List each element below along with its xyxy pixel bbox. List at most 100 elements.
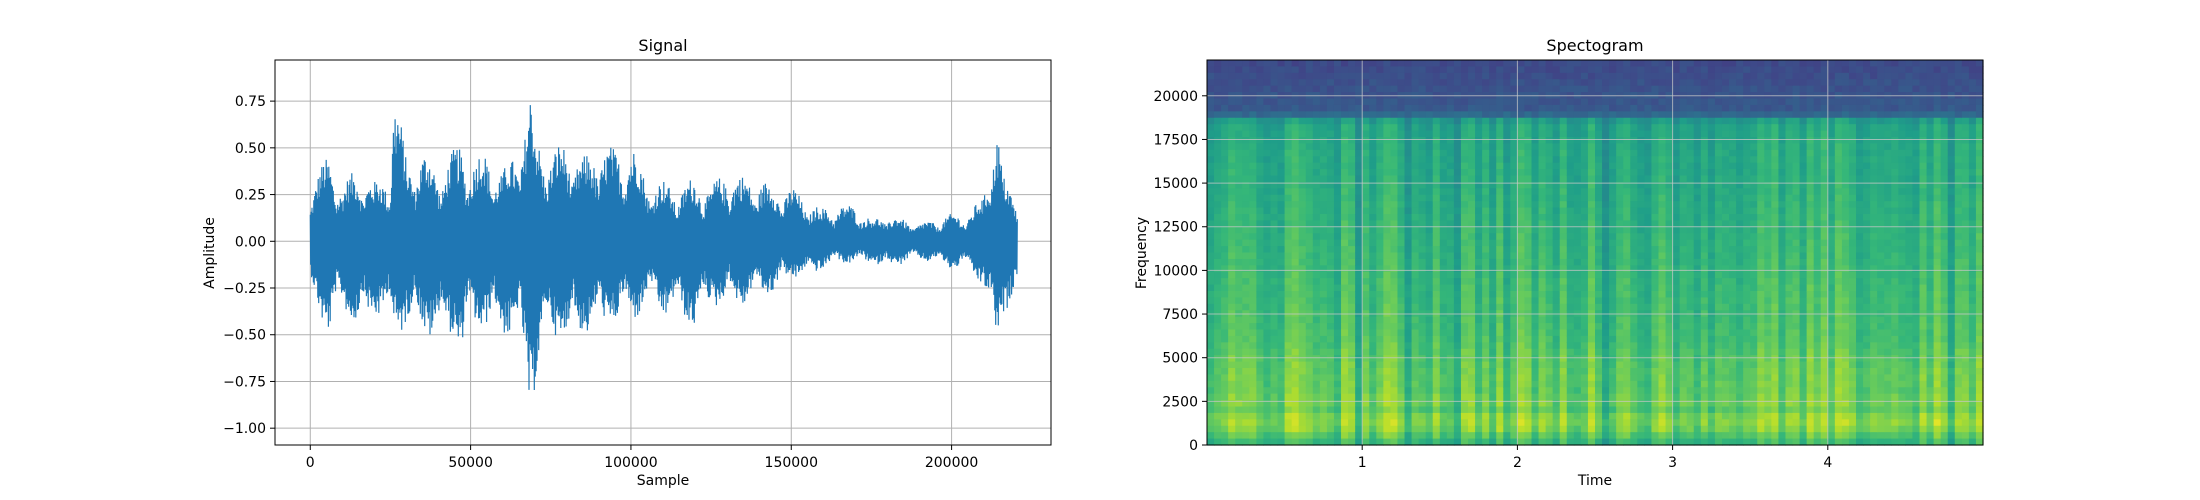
spectrogram-cell <box>1284 143 1293 151</box>
spectrogram-cell <box>1757 162 1765 170</box>
spectrogram-cell <box>1595 149 1603 157</box>
spectrogram-cell <box>1383 156 1392 164</box>
spectrogram-cell <box>1489 188 1497 196</box>
spectrogram-cell <box>1418 284 1427 292</box>
spectrogram-cell <box>1270 278 1279 286</box>
spectrogram-cell <box>1700 201 1709 209</box>
spectrogram-cell <box>1531 406 1540 414</box>
spectrogram-cell <box>1700 412 1709 420</box>
spectrogram-cell <box>1679 284 1688 292</box>
spectrogram-cell <box>1228 284 1236 292</box>
spectrogram-cell <box>1341 406 1349 414</box>
spectrogram-cell <box>1284 162 1293 170</box>
spectrogram-cell <box>1616 72 1624 80</box>
spectrogram-cell <box>1609 355 1617 363</box>
spectrogram-cell <box>1743 303 1751 311</box>
spectrogram-cell <box>1736 60 1744 68</box>
spectrogram-cell <box>1425 104 1434 112</box>
spectrogram-cell <box>1736 72 1744 80</box>
spectrogram-cell <box>1362 111 1370 119</box>
spectrogram-cell <box>1376 188 1384 196</box>
spectrogram-cell <box>1757 271 1765 279</box>
spectrogram-cell <box>1446 303 1455 311</box>
spectrogram-cell <box>1207 316 1215 324</box>
spectrogram-cell <box>1256 233 1265 241</box>
spectrogram-cell <box>1249 188 1257 196</box>
spectrogram-cell <box>1425 419 1434 427</box>
spectrogram-cell <box>1637 393 1645 401</box>
spectrogram-cell <box>1270 412 1279 420</box>
spectrogram-cell <box>1750 271 1758 279</box>
spectrogram-cell <box>1630 117 1638 125</box>
spectrogram-cell <box>1609 316 1617 324</box>
spectrogram-cell <box>1503 271 1511 279</box>
spectrogram-cell <box>1468 361 1476 369</box>
spectrogram-cell <box>1566 124 1575 132</box>
spectrogram-cell <box>1242 438 1250 446</box>
spectrogram-cell <box>1333 303 1342 311</box>
spectrogram-cell <box>1221 361 1229 369</box>
spectrogram-cell <box>1573 137 1582 145</box>
spectrogram-cell <box>1383 355 1392 363</box>
spectrogram-cell <box>1559 72 1568 80</box>
spectrogram-cell <box>1298 60 1307 68</box>
spectrogram-cell <box>1559 239 1568 247</box>
spectrogram-cell <box>1750 361 1758 369</box>
spectrogram-cell <box>1397 111 1406 119</box>
spectrogram-cell <box>1362 355 1370 363</box>
spectrogram-cell <box>1482 335 1490 343</box>
spectrogram-cell <box>1376 368 1384 376</box>
spectrogram-cell <box>1432 143 1441 151</box>
spectrogram-cell <box>1538 342 1547 350</box>
spectrogram-cell <box>1425 194 1434 202</box>
spectrogram-cell <box>1595 412 1603 420</box>
spectrogram-cell <box>1312 246 1321 254</box>
spectrogram-cell <box>1623 162 1631 170</box>
spectrogram-cell <box>1432 316 1441 324</box>
spectrogram-cell <box>1475 162 1483 170</box>
spectrogram-cell <box>1714 297 1723 305</box>
spectrogram-cell <box>1686 265 1695 273</box>
spectrogram-cell <box>1390 181 1399 189</box>
spectrogram-cell <box>1277 194 1286 202</box>
spectrogram-cell <box>1503 278 1511 286</box>
spectrogram-cell <box>1750 175 1758 183</box>
spectrogram-cell <box>1686 98 1695 106</box>
spectrogram-cell <box>1672 284 1681 292</box>
spectrogram-cell <box>1418 220 1427 228</box>
spectrogram-cell <box>1693 400 1702 408</box>
spectrogram-cell <box>1665 137 1674 145</box>
spectrogram-cell <box>1305 194 1314 202</box>
spectrogram-cell <box>1580 342 1589 350</box>
spectrogram-cell <box>1700 265 1709 273</box>
spectrogram-cell <box>1630 374 1638 382</box>
spectrogram-cell <box>1228 137 1236 145</box>
spectrogram-cell <box>1623 335 1631 343</box>
spectrogram-cell <box>1771 194 1780 202</box>
spectrogram-cell <box>1369 316 1377 324</box>
spectrogram-cell <box>1750 66 1758 74</box>
spectrogram-cell <box>1757 303 1765 311</box>
spectrogram-cell <box>1552 412 1561 420</box>
spectrogram-cell <box>1503 137 1511 145</box>
spectrogram-cell <box>1305 335 1314 343</box>
spectrogram-cell <box>1580 72 1589 80</box>
spectrogram-cell <box>1693 117 1702 125</box>
spectrogram-cell <box>1566 406 1575 414</box>
spectrogram-cell <box>1721 323 1730 331</box>
spectrogram-cell <box>1750 117 1758 125</box>
spectrogram-xlabel: Time <box>1577 473 1612 489</box>
spectrogram-cell <box>1482 284 1490 292</box>
spectrogram-cell <box>1587 316 1596 324</box>
spectrogram-cell <box>1362 425 1370 433</box>
spectrogram-cell <box>1757 387 1765 395</box>
spectrogram-cell <box>1425 246 1434 254</box>
spectrogram-cell <box>1552 60 1561 68</box>
spectrogram-cell <box>1665 368 1674 376</box>
spectrogram-cell <box>1566 226 1575 234</box>
spectrogram-cell <box>1228 425 1236 433</box>
spectrogram-cell <box>1743 406 1751 414</box>
spectrogram-cell <box>1369 291 1377 299</box>
spectrogram-cell <box>1771 355 1780 363</box>
